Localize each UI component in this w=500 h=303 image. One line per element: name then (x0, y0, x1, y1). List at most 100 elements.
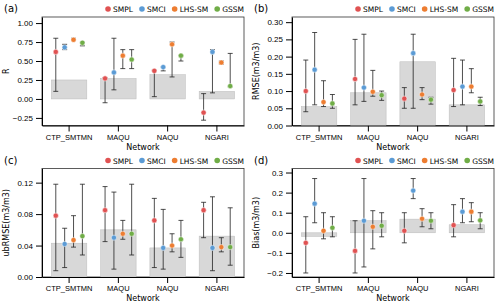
error-cap (152, 267, 157, 268)
error-cap (330, 236, 335, 237)
panel: −0.250.000.250.500.751.00CTP_SMTMNMAQUNA… (2, 3, 245, 152)
y-tick: 0.04 (17, 242, 42, 251)
legend-marker (464, 158, 470, 164)
y-tick: 0.3 (272, 169, 292, 178)
y-tick: 0.25 (17, 76, 42, 85)
error-cap (53, 184, 58, 185)
x-tick: CTP_SMTMN (296, 126, 343, 142)
x-tick-mark (368, 277, 369, 283)
point (352, 248, 357, 253)
point (303, 240, 308, 245)
y-tick-label: −0.2 (267, 269, 283, 278)
y-tick-mark (36, 23, 42, 24)
error-bar (113, 192, 114, 269)
x-tick: MAQU (357, 277, 380, 293)
scatter-series (303, 39, 456, 111)
y-axis-title: ubRMSE(m3/m3) (2, 189, 11, 256)
point (303, 88, 308, 93)
error-cap (62, 267, 67, 268)
y-tick-mark (286, 22, 292, 23)
x-tick-mark (319, 277, 320, 283)
scatter-series (53, 38, 206, 120)
x-tick-mark (118, 277, 119, 283)
error-bar (404, 213, 405, 243)
point (129, 231, 134, 236)
legend-marker (355, 6, 361, 12)
point (178, 237, 183, 242)
error-cap (428, 212, 433, 213)
marks (301, 179, 484, 273)
bar (51, 243, 86, 277)
error-cap (420, 226, 425, 227)
point (80, 40, 85, 45)
y-axis-line (292, 169, 293, 278)
error-cap (111, 269, 116, 270)
point (451, 87, 456, 92)
point (129, 57, 134, 62)
bar (101, 78, 136, 98)
y-axis: −0.2−0.10.00.10.20.3 (267, 169, 292, 278)
x-axis-title: Network (126, 143, 160, 152)
error-bar (113, 38, 114, 90)
error-cap (111, 38, 116, 39)
panel-label: (a) (4, 3, 18, 14)
error-cap (460, 104, 465, 105)
error-cap (353, 39, 358, 40)
y-axis-line (292, 18, 293, 127)
error-cap (330, 94, 335, 95)
error-cap (71, 247, 76, 248)
error-cap (361, 266, 366, 267)
scatter-series (80, 40, 233, 88)
error-cap (451, 204, 456, 205)
legend-label: SMPL (363, 5, 384, 14)
x-tick-mark (368, 126, 369, 132)
x-tick-mark (216, 277, 217, 283)
bar (150, 248, 185, 277)
error-cap (321, 80, 326, 81)
x-tick: MAQU (107, 126, 129, 142)
error-cap (103, 241, 108, 242)
error-bar (172, 42, 173, 77)
x-axis-title: Network (376, 294, 410, 303)
point (152, 68, 157, 73)
error-cap (460, 222, 465, 223)
x-axis-line (293, 277, 495, 278)
x-tick-label: MAQU (357, 284, 380, 293)
error-bar (154, 198, 155, 267)
scatter-series (71, 216, 224, 252)
error-cap (420, 208, 425, 209)
bar-series (301, 62, 484, 126)
legend-label: LHS-SM (430, 5, 459, 14)
error-cap (178, 220, 183, 221)
legend-item: LHS-SM (172, 5, 208, 14)
error-cap (379, 236, 384, 237)
bar (51, 80, 86, 99)
y-tick: −0.1 (267, 249, 292, 258)
y-tick: 0.20 (267, 53, 292, 62)
legend-marker (105, 6, 111, 12)
error-bar (55, 184, 56, 270)
bar-series (51, 75, 234, 99)
bar (199, 91, 234, 99)
error-cap (379, 212, 384, 213)
bar (351, 221, 386, 233)
point (102, 76, 107, 81)
legend-item: SMCI (389, 157, 415, 166)
error-bar (453, 205, 454, 237)
point (71, 37, 76, 42)
x-tick: NGARI (455, 277, 479, 293)
y-tick: 0.25 (267, 35, 292, 44)
legend-marker (422, 6, 428, 12)
y-tick: 0.0 (272, 229, 292, 238)
point (219, 245, 224, 250)
error-cap (411, 108, 416, 109)
legend-item: SMCI (139, 157, 165, 166)
x-tick-mark (466, 277, 467, 283)
panel: −0.2−0.10.00.10.20.3CTP_SMTMNMAQUNAQUNGA… (252, 155, 495, 303)
point (312, 67, 317, 72)
legend-marker (139, 6, 145, 12)
point (152, 218, 157, 223)
bar (101, 230, 136, 277)
legend-label: SMCI (397, 5, 416, 14)
point (361, 85, 366, 90)
